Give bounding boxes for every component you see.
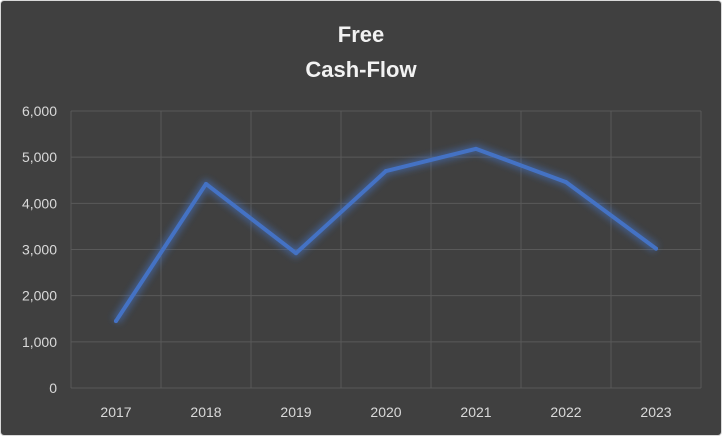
y-tick-label: 3,000	[22, 242, 57, 258]
y-tick-label: 2,000	[22, 288, 57, 304]
gridlines	[70, 110, 702, 389]
chart-title-line-2: Cash-Flow	[305, 57, 417, 82]
y-tick-label: 0	[49, 380, 57, 396]
data-point	[474, 146, 478, 151]
y-axis-tick-labels: 0 1,000 2,000 3,000 4,000 5,000 6,000	[22, 103, 57, 396]
data-point	[294, 251, 298, 256]
y-tick-label: 5,000	[22, 149, 57, 165]
data-point	[204, 181, 208, 186]
data-point	[384, 169, 388, 174]
x-tick-label: 2017	[100, 404, 131, 420]
x-tick-label: 2018	[190, 404, 221, 420]
x-tick-label: 2021	[460, 404, 491, 420]
y-tick-label: 1,000	[22, 334, 57, 350]
x-tick-label: 2020	[370, 404, 401, 420]
x-tick-label: 2019	[280, 404, 311, 420]
x-tick-label: 2022	[550, 404, 581, 420]
y-tick-label: 6,000	[22, 103, 57, 119]
x-axis-tick-labels: 2017 2018 2019 2020 2021 2022 2023	[100, 404, 671, 420]
data-point	[654, 246, 658, 251]
y-tick-label: 4,000	[22, 195, 57, 211]
data-point	[114, 319, 118, 324]
data-point	[564, 180, 568, 185]
chart-title-line-1: Free	[337, 22, 385, 47]
x-tick-label: 2023	[640, 404, 671, 420]
series-layer	[112, 144, 659, 324]
